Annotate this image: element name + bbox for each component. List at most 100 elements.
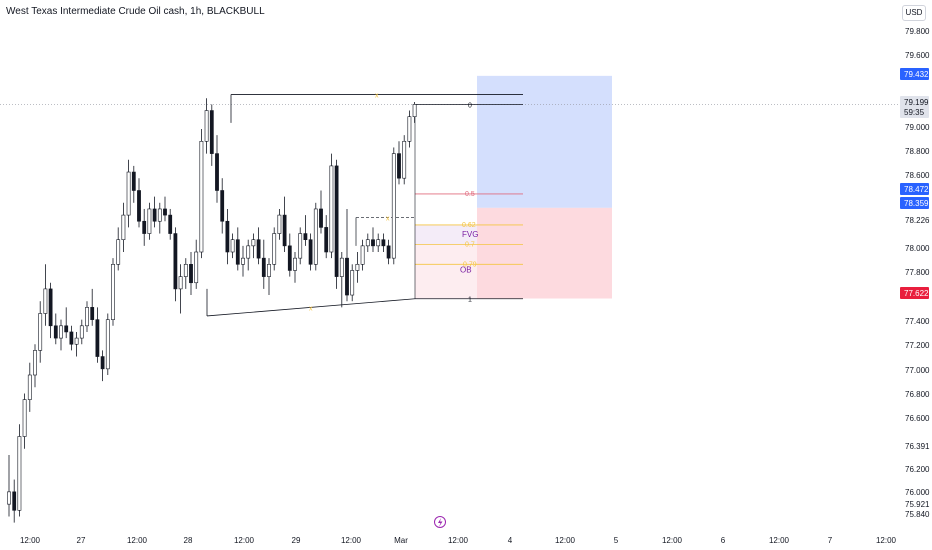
currency-button[interactable]: USD [902, 5, 926, 21]
candle-body [189, 263, 193, 284]
candle-body [116, 239, 121, 265]
candle [38, 301, 43, 363]
fib-label-05: 0.5 [465, 191, 475, 198]
candle-body [27, 374, 32, 400]
candle [131, 165, 136, 203]
candle-body [59, 325, 63, 339]
candle-body [261, 257, 266, 277]
entry-price-badge-bg [900, 197, 929, 209]
candle [267, 258, 271, 296]
candle-body [391, 153, 396, 259]
price-axis: 79.800 79.600 79.000 78.800 78.600 78.000 77.8… [900, 27, 930, 519]
candle-body [152, 208, 157, 222]
time-tick: 12:00 [876, 536, 897, 545]
candle-body [215, 153, 219, 191]
candle [412, 101, 417, 123]
candle-body [319, 208, 323, 228]
candle-body [360, 245, 365, 265]
lightning-icon-bolt [438, 518, 443, 527]
price-tick: 77.400 [905, 317, 930, 326]
time-axis: 12:00 27 12:00 28 12:00 29 12:00 Mar 12:00 4 12:00… [20, 516, 897, 545]
current-price-badge: 79.199 [904, 98, 929, 107]
candle-body [293, 257, 297, 271]
candle [345, 208, 349, 302]
candle-body [241, 257, 245, 265]
candle-body [12, 491, 17, 511]
swing-marker-bottom: x [309, 305, 313, 312]
candle-body [329, 165, 334, 253]
candle [59, 319, 63, 351]
candle [7, 454, 11, 517]
candle [386, 239, 391, 265]
candle [147, 202, 152, 240]
candle-body [251, 239, 256, 247]
candle [64, 307, 69, 339]
fib-label-0: 0 [468, 102, 472, 109]
lightning-icon-ring [434, 516, 446, 528]
candle [79, 319, 84, 345]
candle-body [220, 190, 225, 222]
candle-body [303, 233, 308, 241]
candle-body [105, 319, 110, 370]
candle [152, 196, 157, 228]
candle-body [90, 307, 95, 320]
candle-body [267, 263, 271, 277]
fib05-price-badge-bg [900, 183, 929, 195]
price-label: 75.921 [905, 500, 930, 509]
entry-price-badge: 78.359 [904, 199, 929, 208]
candle-body [287, 245, 292, 271]
candle-body [178, 276, 183, 290]
candle-body [412, 104, 417, 118]
candle-body [209, 110, 214, 154]
candle [220, 178, 225, 234]
candle-body [199, 141, 204, 253]
candle [142, 208, 147, 246]
candle-body [225, 220, 230, 253]
candle [90, 288, 95, 326]
candle [69, 325, 74, 351]
time-tick: 6 [721, 536, 726, 545]
candle-body [313, 208, 318, 265]
candle [324, 215, 329, 259]
candle-body [33, 350, 37, 376]
candle-body [365, 239, 370, 247]
position-zones [415, 75, 612, 299]
fvg-label: FVG [462, 230, 478, 239]
candle [350, 264, 355, 302]
candle-body [168, 214, 173, 234]
candle [126, 159, 131, 228]
candle-body [407, 116, 412, 142]
candle-body [397, 153, 401, 179]
candle [183, 258, 188, 289]
candle [329, 153, 334, 259]
candle-body [79, 325, 84, 339]
candle-body [121, 214, 126, 241]
price-tick: 78.000 [905, 244, 930, 253]
candle-body [111, 263, 115, 320]
candle [313, 202, 318, 271]
candle [17, 424, 22, 517]
candle-body [147, 208, 152, 234]
price-tick: 77.000 [905, 366, 930, 375]
candle [293, 252, 297, 283]
candle [261, 239, 266, 289]
ob-zone [415, 239, 477, 299]
candle [365, 233, 370, 252]
time-tick: 12:00 [127, 536, 148, 545]
price-tick: 76.600 [905, 414, 930, 423]
stop-price-badge-bg [900, 287, 929, 299]
stop-zone [477, 207, 612, 299]
candles [7, 98, 417, 523]
candle [194, 239, 199, 289]
candle [53, 313, 58, 345]
time-tick: 12:00 [20, 536, 41, 545]
fvg-zone [415, 224, 477, 245]
candle-body [386, 245, 391, 259]
candle [157, 202, 162, 234]
fib-label-1: 1 [468, 297, 472, 304]
candle [407, 110, 412, 148]
time-tick: 12:00 [555, 536, 576, 545]
candle [246, 239, 251, 271]
stop-price-badge: 77.622 [904, 289, 929, 298]
